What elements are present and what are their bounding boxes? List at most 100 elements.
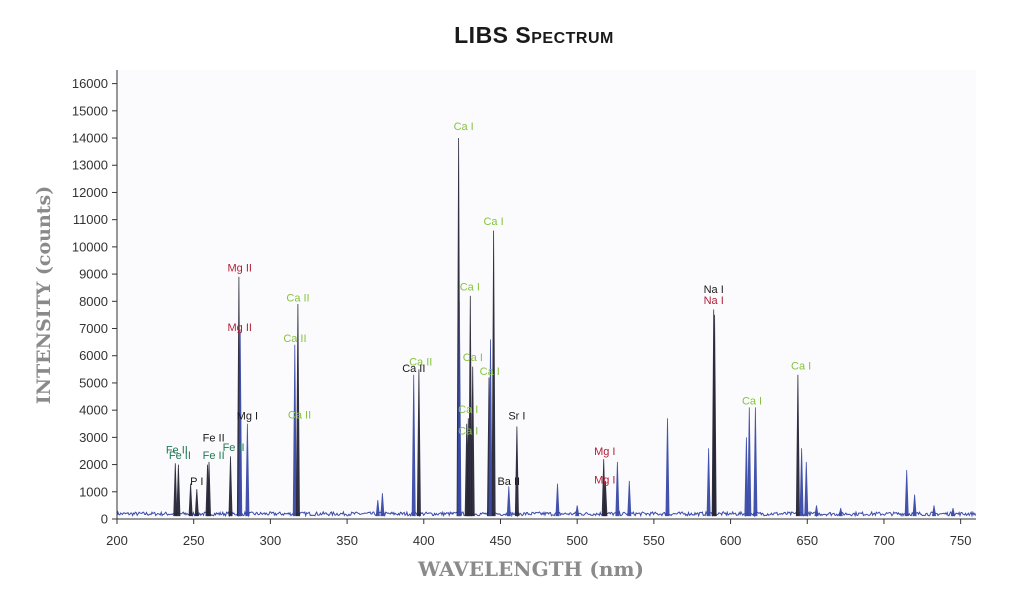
x-tick-label: 200 [106, 533, 128, 548]
x-tick-label: 600 [720, 533, 742, 548]
peak-label: Mg II [227, 322, 251, 334]
y-tick-label: 3000 [79, 430, 108, 445]
chart-title: LIBS Spectrum [454, 22, 614, 48]
peak-label: Ca I [480, 366, 500, 378]
spectrum-peak [491, 230, 496, 517]
y-tick-label: 6000 [79, 348, 108, 363]
peak-label: Ca I [458, 426, 478, 438]
x-tick-label: 650 [796, 533, 818, 548]
spectrum-peak [753, 407, 758, 517]
y-tick-label: 8000 [79, 294, 108, 309]
peak-label: Fe II [203, 432, 225, 444]
peak-label: Ca I [463, 352, 483, 364]
plot-background [117, 70, 976, 519]
spectrum-peak [514, 426, 519, 517]
x-tick-label: 550 [643, 533, 665, 548]
y-tick-label: 5000 [79, 375, 108, 390]
spectrum-layer [116, 137, 977, 518]
y-tick-label: 10000 [72, 239, 108, 254]
peak-label: Fe II [223, 442, 245, 454]
peak-label: Mg II [227, 262, 251, 274]
x-tick-label: 300 [260, 533, 282, 548]
peak-label: Mg I [237, 411, 258, 423]
y-tick-label: 15000 [72, 103, 108, 118]
spectrum-peak [804, 461, 809, 517]
peak-label: Ba II [497, 476, 520, 488]
y-tick-label: 12000 [72, 185, 108, 200]
peak-label: P I [190, 476, 203, 488]
peak-label: Ca II [409, 356, 432, 368]
plot-area [117, 70, 976, 519]
axes-layer: 0 1000 2000 3000 4000 5000 6000 7000 8000 9000 100… [72, 70, 976, 548]
spectrum-peak [295, 303, 300, 517]
y-tick-label: 16000 [72, 76, 108, 91]
spectrum-peak [712, 314, 717, 517]
spectrum-peak [506, 486, 511, 517]
spectrum-peak [615, 461, 620, 517]
spectrum-peak [488, 339, 493, 517]
y-tick-label: 0 [101, 512, 108, 527]
spectrum-peak [457, 301, 462, 517]
spectrum-peak [912, 494, 917, 517]
y-tick-label: 11000 [73, 212, 108, 227]
peak-label: Sr I [508, 411, 525, 423]
spectrum-peak [228, 456, 233, 517]
x-tick-label: 700 [873, 533, 895, 548]
spectrum-peak [470, 366, 475, 517]
spectrum-peak [706, 448, 711, 517]
peak-label: Ca I [742, 396, 762, 408]
peak-label: Ca I [460, 281, 480, 293]
peak-label: Na I [704, 295, 724, 307]
spectrum-peak [380, 493, 385, 517]
peak-label: Ca I [483, 216, 503, 228]
spectrum-peak [575, 505, 580, 517]
spectrum-peak [627, 480, 632, 517]
peak-label: Ca I [454, 121, 474, 133]
spectrum-peak [744, 437, 749, 517]
spectrum-peak [292, 344, 297, 517]
peak-label: Mg I [594, 475, 615, 487]
x-tick-label: 450 [490, 533, 512, 548]
peak-label: Fe II [203, 450, 225, 462]
peak-label: Na I [704, 284, 724, 296]
spectrum-peak [238, 331, 243, 517]
spectrum-peak [176, 464, 181, 517]
x-tick-label: 500 [566, 533, 588, 548]
spectrum-peak [795, 374, 800, 517]
spectrum-peak [375, 499, 380, 517]
spectrum-peak [603, 480, 608, 517]
y-tick-label: 4000 [79, 403, 108, 418]
y-tick-label: 14000 [72, 131, 108, 146]
y-tick-label: 1000 [79, 484, 108, 499]
x-axis-title: WAVELENGTH (nm) [417, 557, 644, 581]
x-tick-label: 400 [413, 533, 435, 548]
peak-label: Mg I [594, 446, 615, 458]
peak-label: Fe II [169, 450, 191, 462]
spectrum-peak [194, 489, 199, 517]
spectrum-peak [173, 463, 178, 517]
spectrum-peak [799, 448, 804, 517]
spectrum-peak [206, 461, 212, 517]
x-tick-label: 350 [336, 533, 358, 548]
peak-label: Ca II [402, 363, 425, 375]
spectrum-peak [931, 505, 937, 517]
peak-label: Ca II [286, 292, 309, 304]
spectrum-peak [416, 369, 421, 517]
spectrum-baseline [116, 510, 977, 518]
spectrum-peak [188, 483, 193, 517]
spectrum-peak [904, 469, 909, 517]
peak-label: Ca I [791, 360, 811, 372]
peak-label: Ca II [283, 333, 306, 345]
spectrum-peak [814, 505, 819, 517]
y-tick-label: 2000 [79, 457, 108, 472]
spectrum-peak [747, 407, 752, 517]
y-tick-label: 13000 [72, 158, 108, 173]
peak-label: Fe II [166, 445, 188, 457]
spectrum-peak [665, 418, 670, 517]
spectrum-peak [555, 483, 560, 517]
peak-label: Ca I [458, 404, 478, 416]
spectrum-peak [411, 374, 416, 517]
